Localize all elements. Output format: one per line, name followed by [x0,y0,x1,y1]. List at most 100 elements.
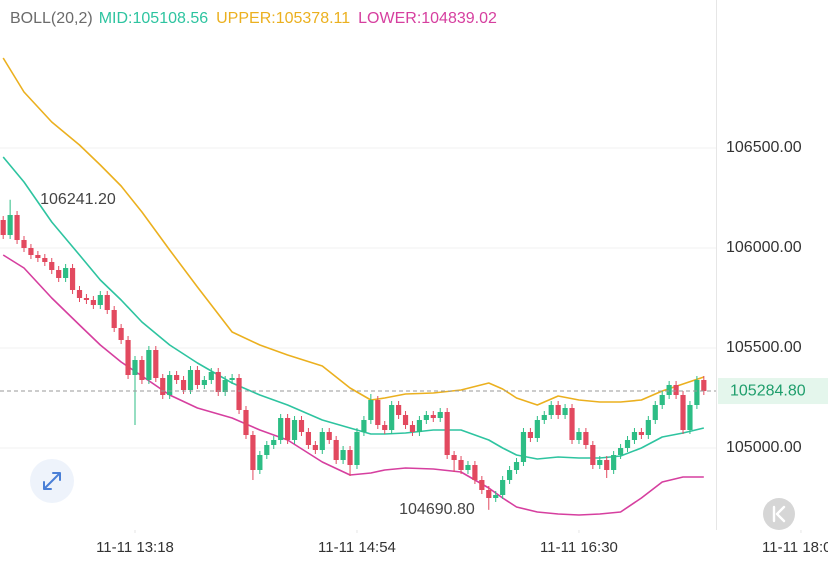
reset-button-bg[interactable] [763,498,795,530]
candle-body [444,412,450,455]
candle-body [236,378,242,410]
candle-body [333,440,339,460]
candle-body [611,455,617,470]
candle-body [493,495,499,498]
candle-body [229,378,235,380]
candle-body [645,420,651,435]
candle-body [659,395,665,405]
candle-body [160,378,166,395]
reset-icon [772,505,786,523]
x-tick-label: 11-11 14:54 [318,539,396,556]
candle-body [125,340,131,375]
candle-body [326,432,332,440]
candle-body [479,480,485,490]
candle-body [97,295,103,305]
extreme-label: 104690.80 [399,501,475,518]
candle-body [187,370,194,390]
candle-body [347,450,353,465]
expand-icon [43,472,61,490]
candle-body [222,380,228,392]
candle-body [590,445,596,465]
candle-body [617,448,624,455]
candle-body [680,395,686,430]
candle-body [673,385,679,395]
candle-body [215,372,221,392]
legend-entry: LOWER:104839.02 [358,10,497,27]
x-tick-label: 11-11 16:30 [540,539,618,556]
grid [0,147,802,533]
candle-body [250,435,256,470]
candle-body [583,432,589,445]
candle-body [146,350,152,380]
candle-body [118,328,124,340]
candle-body [555,405,561,415]
y-tick-label: 105000.00 [726,439,802,456]
candle-body [472,465,478,480]
indicator-label: BOLL(20,2) [10,10,93,27]
candle-body [271,440,277,445]
candle-body [132,360,138,375]
candle-body [56,270,62,278]
header: BOLL(20,2) MID:105108.56 UPPER:105378.11 L… [10,10,497,27]
candle-body [541,415,547,420]
candle-body [576,432,582,440]
x-tick-label: 11-11 18:00 [762,539,828,556]
last-price-bg [718,378,828,405]
candle-body [243,410,249,435]
candle-body [513,462,520,470]
candle-body [83,298,90,300]
candle-body [104,295,110,310]
overlay: 106500.00 106000.00 105500.00 105000.00 11-1… [0,139,828,556]
candle-body [319,432,325,450]
candle-body [465,465,471,470]
expand-button[interactable] [30,459,74,503]
candle-body [201,380,207,385]
last-price-label: 105284.80 [730,382,806,399]
candle-body [139,360,145,380]
candle-body [180,380,187,390]
candle-body [458,460,464,470]
candle-body [285,418,291,440]
candle-body [63,268,69,278]
candle-body [430,415,436,418]
candle-body [666,385,672,395]
candle-body [278,418,284,440]
candle-body [562,408,568,415]
candle-body [437,412,443,418]
candle-body [382,425,388,430]
candle-body [208,372,214,380]
candle-body [486,490,492,498]
candle-body [375,400,381,425]
candle-body [500,480,506,495]
candle-body [409,425,416,432]
candle-body [423,415,429,420]
extreme-label: 106241.20 [40,191,116,208]
candle-body [652,405,658,420]
candle-body [451,455,457,460]
candle-body [520,432,527,462]
band-line [2,254,704,516]
candle-body [395,405,402,415]
candles [0,199,707,510]
candle-body [49,262,55,270]
candle-body [21,240,27,248]
candle-body [111,310,117,328]
y-tick-label: 106500.00 [726,139,802,156]
candle-body [527,432,534,438]
candle-body [298,420,305,432]
candle-body [624,440,631,448]
candle-body [569,408,575,440]
candle-body [167,375,173,395]
candle-body [687,405,693,430]
reset-button[interactable] [763,498,795,530]
candle-body [28,248,34,255]
candle-body [7,215,13,235]
candle-body [368,400,374,420]
candle-body [597,460,603,465]
candle-body [694,380,700,405]
candle-body [548,405,554,415]
candle-body [402,415,409,425]
candle-body [604,460,610,470]
candle-body [264,445,270,455]
